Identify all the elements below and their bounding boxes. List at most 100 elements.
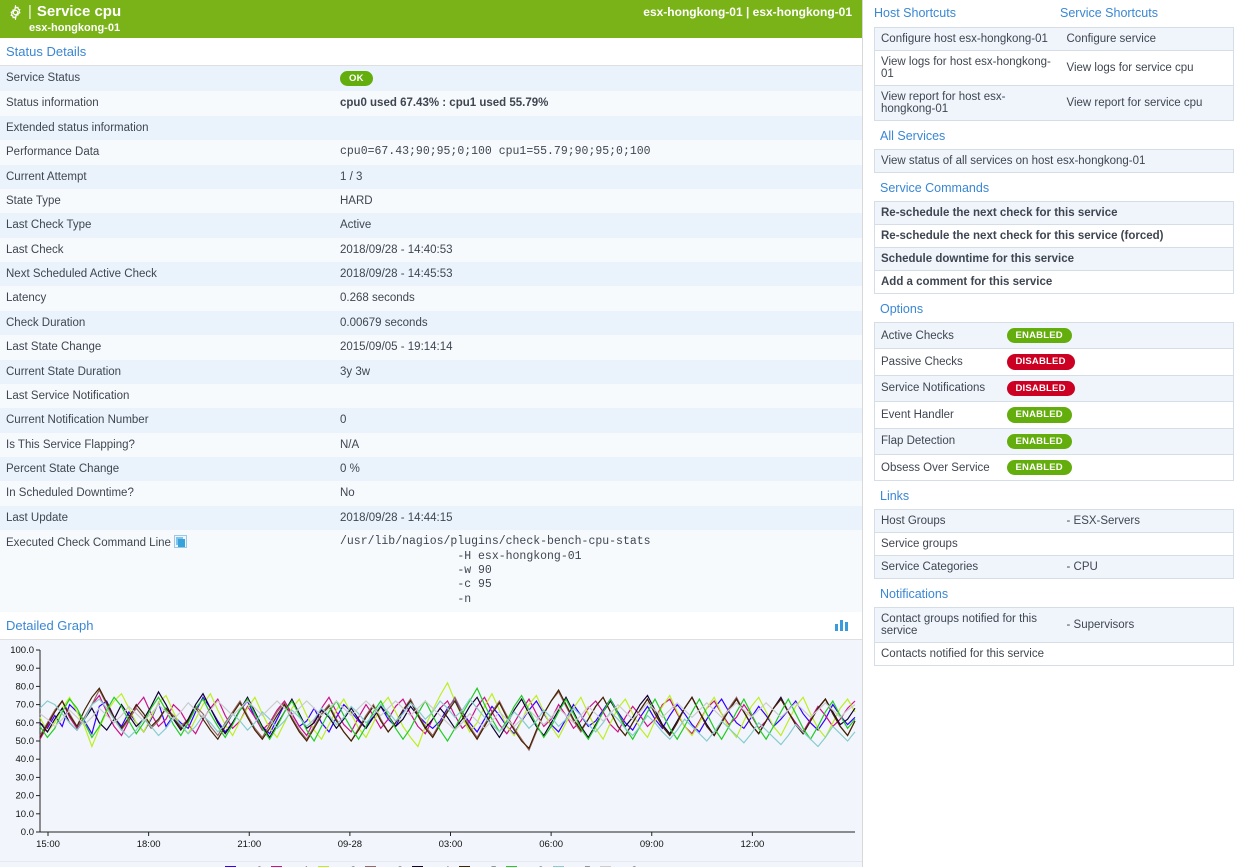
link-value[interactable]: - ESX-Servers	[1060, 509, 1234, 534]
service-shortcut-link[interactable]: Configure service	[1060, 27, 1234, 51]
service-shortcut-link[interactable]: View logs for service cpu	[1060, 50, 1234, 86]
status-details-table: Service Status OK Status information cpu0 u…	[0, 66, 862, 613]
legend-swatch	[365, 865, 377, 867]
legend-item-cpu1[interactable]: cpu1	[271, 865, 309, 867]
table-row: Obsess Over Service ENABLED	[874, 454, 1234, 481]
detail-value: 2018/09/28 - 14:44:15	[340, 511, 453, 524]
detail-value: 2018/09/28 - 14:45:53	[340, 268, 453, 281]
svg-text:0.0: 0.0	[21, 827, 34, 838]
service-command-link[interactable]: Re-schedule the next check for this serv…	[874, 201, 1234, 225]
detail-key: Last Service Notification	[6, 389, 130, 402]
table-row: Service groups	[874, 532, 1234, 557]
service-command-link[interactable]: Re-schedule the next check for this serv…	[874, 224, 1234, 248]
option-state-badge[interactable]: ENABLED	[1006, 433, 1072, 449]
table-row: Next Scheduled Active Check 2018/09/28 - …	[0, 262, 862, 287]
banner-host-name: esx-hongkong-01	[29, 22, 121, 34]
all-services-link[interactable]: View status of all services on host esx-…	[881, 155, 1146, 167]
option-state-badge[interactable]: DISABLED	[1006, 354, 1075, 370]
host-shortcut-link[interactable]: View logs for host esx-hongkong-01	[874, 50, 1061, 86]
legend-item-cpu4[interactable]: cpu4	[412, 865, 450, 867]
table-row: Re-schedule the next check for this serv…	[874, 201, 1234, 225]
option-state-badge[interactable]: ENABLED	[1006, 407, 1072, 423]
legend-item-cpu6[interactable]: cpu6	[505, 865, 544, 867]
option-label: Active Checks	[874, 322, 1001, 350]
cpu-line-chart: 0.0 10.0 20.0 30.0 40.0 50.0 60.0 70.0 80.0 90.0 1…	[10, 645, 856, 850]
table-row: Extended status information	[0, 115, 862, 141]
table-row: Performance Data cpu0=67.43;90;95;0;100 c…	[0, 140, 862, 165]
notification-value[interactable]	[1061, 643, 1234, 666]
series-cpu6	[39, 686, 856, 743]
detail-key: Is This Service Flapping?	[6, 438, 135, 451]
legend-swatch	[458, 865, 470, 867]
link-value[interactable]: - CPU	[1066, 561, 1098, 574]
series-cpu8	[39, 700, 856, 731]
detail-value: /usr/lib/nagios/plugins/check-bench-cpu-…	[340, 535, 651, 606]
option-state-cell: ENABLED	[1000, 428, 1234, 455]
table-row[interactable]: View status of all services on host esx-…	[874, 149, 1234, 173]
detail-key: Current Notification Number	[6, 414, 149, 427]
option-label: Service Notifications	[874, 375, 1001, 403]
legend-swatch	[599, 865, 611, 867]
svg-text:06:00: 06:00	[539, 839, 563, 850]
svg-text:30.0: 30.0	[16, 772, 35, 783]
detail-value	[334, 116, 862, 140]
sidebar: Host Shortcuts Service Shortcuts Configu…	[864, 0, 1242, 867]
svg-text:21:00: 21:00	[237, 839, 261, 850]
series-cpu7	[39, 698, 856, 748]
table-row: State Type HARD	[0, 188, 862, 214]
host-shortcut-link[interactable]: View report for host esx-hongkong-01	[881, 91, 1006, 115]
bar-chart-icon[interactable]	[834, 617, 850, 632]
legend-item-cpu8[interactable]: cpu8	[599, 865, 637, 867]
detail-key: Current State Duration	[6, 365, 122, 378]
legend-item-cpu0[interactable]: cpu0	[224, 865, 262, 867]
service-command-link[interactable]: Schedule downtime for this service	[874, 247, 1234, 271]
links-heading: Links	[880, 489, 910, 504]
legend-swatch	[271, 865, 283, 867]
table-row: View logs for host esx-hongkong-01 View l…	[874, 50, 1234, 86]
detailed-graph-header: Detailed Graph	[0, 612, 862, 641]
series-cpu5	[39, 687, 856, 750]
detail-value: 0.00679 seconds	[340, 316, 428, 329]
link-value[interactable]	[1060, 532, 1234, 557]
legend-swatch	[505, 865, 517, 867]
legend-item-cpu7[interactable]: cpu7	[552, 865, 591, 867]
svg-text:09-28: 09-28	[338, 839, 362, 850]
option-state-cell: DISABLED	[1000, 375, 1234, 403]
table-row: View report for host esx-hongkong-01 View…	[874, 85, 1234, 121]
table-row: Is This Service Flapping? N/A	[0, 432, 862, 458]
option-label: Event Handler	[874, 401, 1001, 429]
table-row: Configure host esx-hongkong-01 Configure …	[874, 27, 1234, 51]
service-shortcut-link[interactable]: View report for service cpu	[1066, 97, 1203, 109]
detail-value: 2015/09/05 - 19:14:14	[340, 341, 453, 354]
copy-icon[interactable]	[173, 535, 187, 549]
table-row: Executed Check Command Line/usr/lib/nagi…	[0, 530, 862, 613]
notifications-heading: Notifications	[880, 587, 949, 602]
gear-icon[interactable]	[8, 4, 23, 21]
option-state-badge[interactable]: ENABLED	[1006, 459, 1072, 476]
host-shortcut-link[interactable]: Configure host esx-hongkong-01	[874, 27, 1061, 51]
svg-text:10.0: 10.0	[16, 809, 35, 820]
detail-key: Next Scheduled Active Check	[6, 268, 157, 281]
legend-swatch	[224, 865, 236, 867]
detail-key: Check Duration	[6, 316, 86, 329]
legend-swatch	[412, 865, 424, 867]
table-row: Service Notifications DISABLED	[874, 375, 1234, 403]
detail-key: Last Check	[6, 243, 64, 256]
svg-text:12:00: 12:00	[740, 839, 764, 850]
page-banner: | Service cpu esx-hongkong-01 esx-hongko…	[0, 0, 862, 38]
legend-label: cpu4	[426, 865, 450, 867]
legend-item-cpu5[interactable]: cpu5	[458, 865, 497, 867]
legend-item-cpu3[interactable]: cpu3	[365, 865, 403, 867]
option-state-cell: ENABLED	[1000, 401, 1234, 429]
table-row: Latency 0.268 seconds	[0, 286, 862, 311]
notification-value[interactable]: - Supervisors	[1060, 607, 1234, 644]
legend-item-cpu2[interactable]: cpu2	[318, 865, 356, 867]
shortcuts-headings: Host Shortcuts Service Shortcuts	[874, 0, 1234, 27]
table-row: Current State Duration 3y 3w	[0, 359, 862, 384]
service-command-link[interactable]: Add a comment for this service	[881, 276, 1053, 288]
detail-key: In Scheduled Downtime?	[6, 487, 134, 500]
option-state-badge[interactable]: DISABLED	[1006, 380, 1075, 397]
table-row: Last Update 2018/09/28 - 14:44:15	[0, 505, 862, 531]
svg-text:60.0: 60.0	[16, 718, 35, 729]
option-state-badge[interactable]: ENABLED	[1006, 328, 1072, 344]
